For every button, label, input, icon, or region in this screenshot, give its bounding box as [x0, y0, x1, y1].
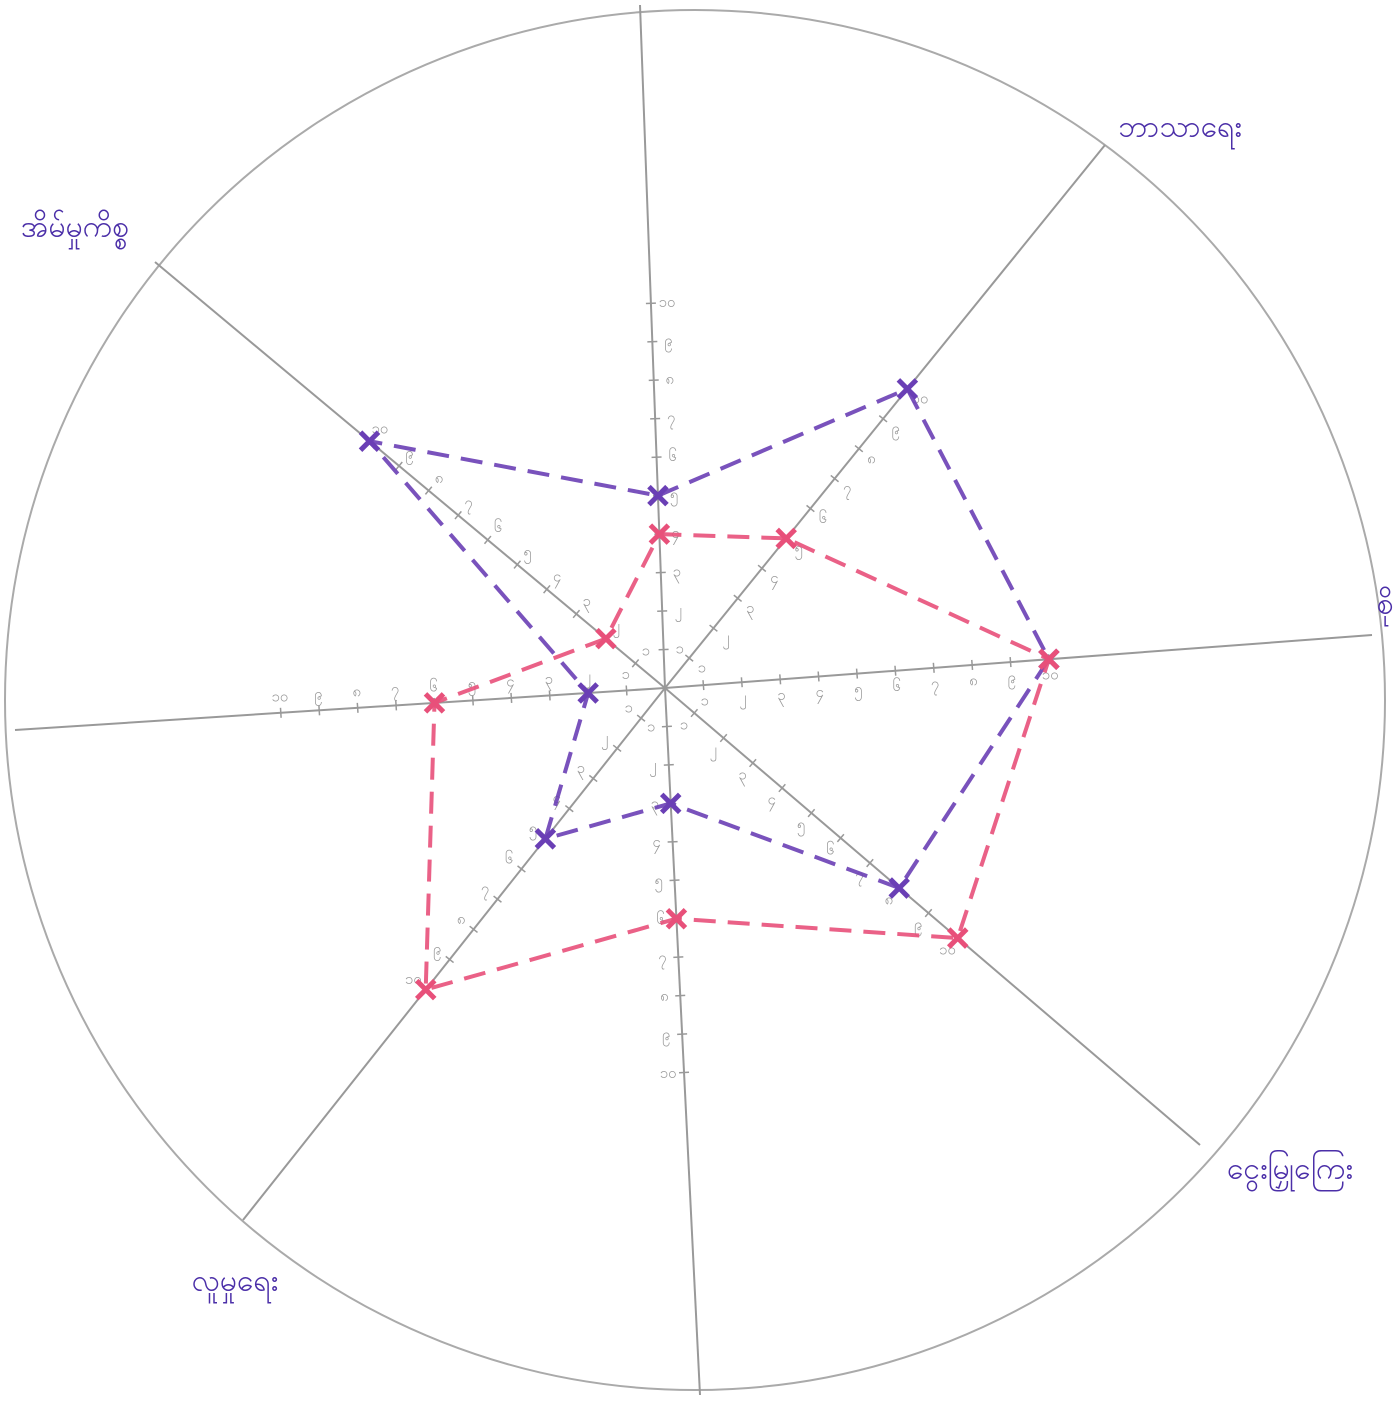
tick-label: ၁၀	[271, 687, 288, 705]
tick-label: ၆	[668, 447, 676, 465]
tick-mark	[972, 660, 973, 670]
tick-label: ၂	[583, 667, 590, 688]
tick-label: ၅	[797, 816, 805, 837]
tick-label: ၈	[352, 682, 361, 700]
tick-label: ၆	[505, 850, 513, 868]
tick-label: ၁	[624, 699, 632, 717]
tick-label: ၃	[576, 759, 584, 780]
category-label: ငွေးမြှုကြေး	[1227, 1150, 1353, 1193]
tick-label: ၆	[826, 841, 834, 859]
tick-label: ၈	[457, 910, 466, 928]
tick-label: ၈	[969, 671, 978, 689]
tick-label: ၈	[660, 987, 669, 1005]
tick-mark	[357, 703, 358, 713]
series-line	[426, 534, 1049, 990]
tick-label: ၅	[854, 680, 862, 701]
tick-label: ၆	[819, 509, 827, 527]
tick-label: ၁	[621, 665, 629, 683]
axis-line	[665, 635, 1372, 688]
tick-mark	[626, 685, 627, 695]
tick-label: ၇	[391, 680, 399, 701]
tick-label: ၁	[675, 639, 683, 657]
chart: ၁၂၃၄၅၆၇၈၉၁၀၁၂၃၄၅၆၇၈၉၁၀ဘာသာရေး၁၂၃၄၅၆၇၈၉၁၀…	[0, 0, 1395, 1403]
category-label: စို	[1377, 587, 1394, 628]
tick-label: ၅	[529, 819, 537, 840]
tick-label: ၅	[468, 675, 476, 696]
tick-label: ၇	[667, 409, 675, 430]
tick-mark	[703, 680, 704, 690]
tick-mark	[933, 663, 934, 673]
tick-label: ၂	[649, 756, 656, 777]
tick-label: ၉	[1008, 669, 1016, 690]
tick-mark	[396, 700, 397, 710]
tick-label: ၁	[647, 718, 655, 736]
tick-mark	[857, 669, 858, 679]
tick-label: ၆	[494, 518, 502, 536]
tick-mark	[895, 666, 896, 676]
tick-label: ၃	[544, 670, 552, 691]
tick-label: ၂	[601, 729, 608, 750]
tick-label: ၅	[523, 543, 531, 564]
data-point	[890, 879, 908, 897]
tick-label: ၄	[767, 791, 775, 812]
tick-label: ၁၀	[658, 293, 675, 311]
tick-label: ၂	[674, 601, 681, 622]
tick-label: ၆	[656, 910, 664, 928]
tick-label: ၃	[582, 592, 590, 613]
tick-mark	[741, 677, 742, 687]
data-point	[597, 630, 615, 648]
tick-label: ၈	[665, 370, 674, 388]
tick-label: ၁	[680, 716, 688, 734]
tick-mark	[780, 674, 781, 684]
tick-label: ၉	[433, 940, 441, 961]
tick-label: ၃	[746, 599, 754, 620]
tick-label: ၇	[481, 880, 489, 901]
axis-line	[665, 145, 1105, 688]
tick-label: ၇	[931, 674, 939, 695]
tick-label: ၄	[652, 833, 660, 854]
tick-label: ၉	[891, 419, 899, 440]
tick-mark	[473, 695, 474, 705]
tick-label: ၃	[777, 686, 785, 707]
tick-label: ၃	[673, 562, 681, 583]
tick-mark	[549, 690, 550, 700]
tick-label: ၉	[664, 332, 672, 353]
tick-mark	[280, 708, 281, 718]
tick-mark	[818, 672, 819, 682]
tick-label: ၇	[464, 493, 472, 514]
category-label: အိမ်မှုကိစ္စ	[21, 210, 129, 251]
tick-label: ၄	[816, 683, 824, 704]
tick-label: ၇	[843, 479, 851, 500]
tick-label: ၈	[867, 449, 876, 467]
axis-line	[15, 688, 665, 730]
tick-label: ၇	[658, 948, 666, 969]
tick-label: ၃	[738, 766, 746, 787]
axis-line	[155, 262, 665, 688]
tick-label: ၂	[709, 741, 716, 762]
tick-label: ၂	[722, 629, 729, 650]
axis-line	[665, 688, 1200, 1145]
tick-label: ၁	[697, 659, 705, 677]
outer-circle	[5, 10, 1385, 1390]
tick-mark	[511, 693, 512, 703]
tick-mark	[1010, 657, 1011, 667]
tick-label: ၆	[429, 677, 437, 695]
tick-label: ၄	[770, 569, 778, 590]
tick-label: ၈	[435, 469, 444, 487]
tick-label: ၁	[641, 642, 649, 660]
tick-label: ၄	[553, 567, 561, 588]
tick-label: ၉	[314, 685, 322, 706]
tick-label: ၂	[739, 689, 746, 710]
category-label: ဘာသာရေး	[1118, 110, 1242, 151]
series-line	[370, 389, 1049, 888]
tick-label: ၁	[700, 692, 708, 710]
tick-label: ၆	[892, 677, 900, 695]
axis-line	[243, 688, 665, 1220]
axis-line	[640, 5, 665, 688]
tick-label: ၅	[654, 872, 662, 893]
tick-mark	[319, 705, 320, 715]
category-label: လူမှုရေး	[192, 1264, 278, 1305]
tick-label: ၁၀	[660, 1064, 677, 1082]
tick-label: ၉	[662, 1025, 670, 1046]
